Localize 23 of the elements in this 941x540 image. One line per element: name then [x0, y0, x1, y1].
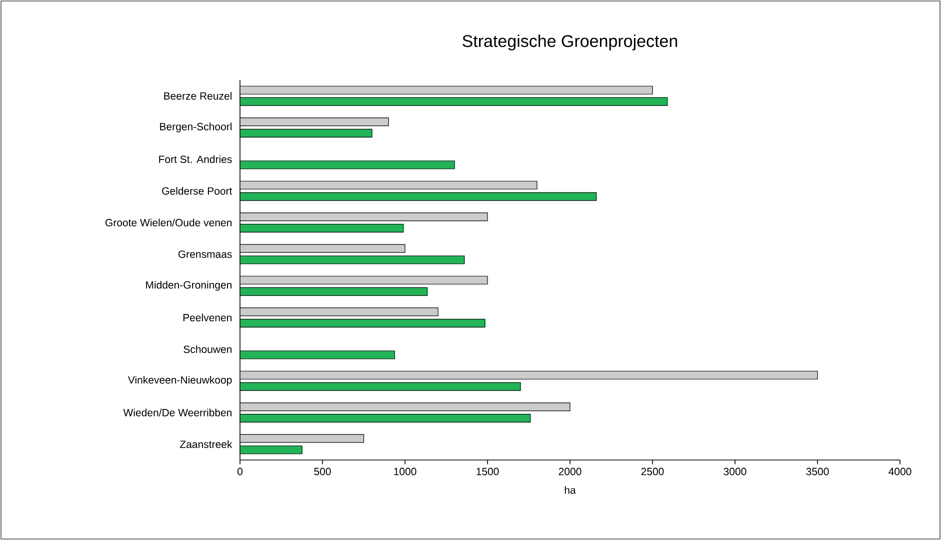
x-tick-label: 4000 — [888, 468, 912, 476]
chart-title: Strategische Groenprojecten — [462, 34, 678, 50]
y-tick-label: Peelvenen — [183, 314, 232, 322]
y-tick-label: Gelderse Poort — [162, 186, 232, 195]
x-tick-label: 3500 — [806, 468, 829, 476]
y-tick-label: Wieden/De Weerribben — [123, 408, 232, 416]
x-axis-title: ha — [564, 486, 576, 494]
y-tick-label: Schouwen — [184, 345, 232, 354]
x-tick-label: 2500 — [641, 468, 664, 476]
y-tick-label: Zaanstreek — [180, 440, 232, 448]
y-tick-label: Beerze Reuzel — [164, 92, 232, 100]
y-tick-label: Fort St. Andries — [159, 155, 232, 164]
x-tick-label: 2000 — [558, 468, 582, 476]
y-tick-label: Midden-Groningen — [146, 280, 232, 291]
y-tick-label: Vinkeveen-Nieuwkoop — [128, 376, 232, 386]
y-tick-label: Grensmaas — [178, 250, 232, 258]
x-tick-label: 3000 — [724, 468, 746, 476]
x-tick-label: 0 — [237, 468, 243, 476]
y-tick-label: Bergen-Schoorl — [160, 122, 232, 132]
x-tick-label: 1000 — [394, 468, 416, 476]
x-tick-label: 500 — [314, 468, 331, 476]
x-tick-label: 1500 — [476, 468, 499, 476]
y-tick-label: Groote Wielen/Oude venen — [105, 218, 232, 226]
